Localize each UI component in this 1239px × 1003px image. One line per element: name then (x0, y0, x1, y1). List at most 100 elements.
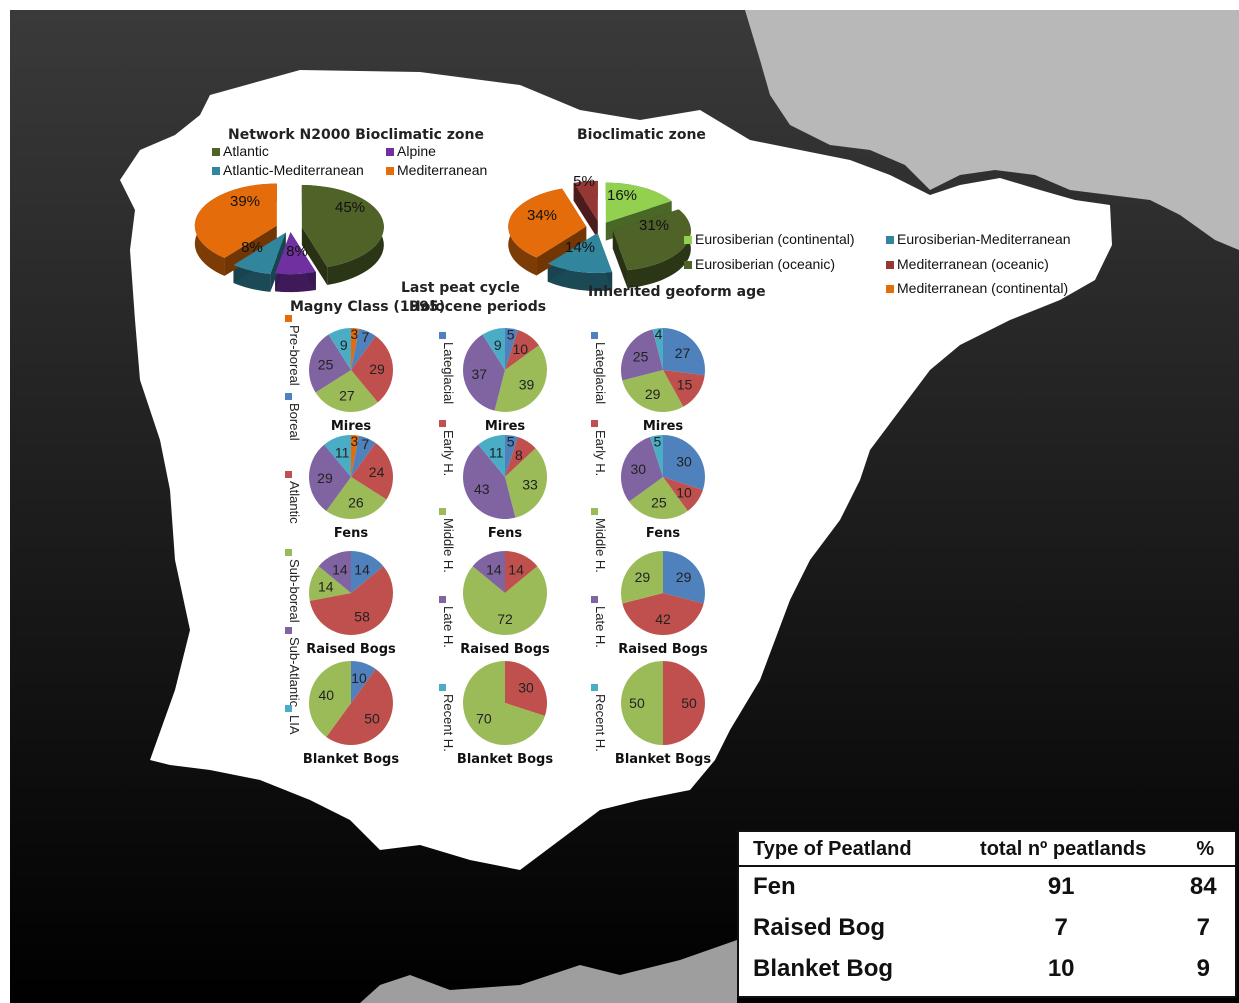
pie-value-holocene-0-4: 9 (494, 337, 502, 353)
pie-value-geoform-0-0: 27 (675, 345, 691, 361)
pie-slice-magny-0-4 (309, 334, 351, 393)
vlegend-label-magny-2: Atlantic (287, 481, 302, 524)
pie-caption-magny-3: Blanket Bogs (303, 752, 399, 767)
row-total-fen: 91 (1047, 873, 1075, 900)
pie-value-holocene-0-2: 39 (519, 377, 535, 393)
vlegend-swatch-holocene-1 (439, 420, 446, 427)
slice-bio-2 (547, 232, 613, 273)
pie-geoform-3: 50 50 Blanket Bogs (615, 661, 711, 767)
table-row: Fen 91 84 (739, 866, 1235, 908)
vlegend-swatch-holocene-0 (439, 332, 446, 339)
vlegend-label-geoform-4: Recent H. (593, 694, 608, 752)
pie-value-geoform-1-2: 25 (651, 495, 667, 511)
slice-wall2-bio-1 (612, 230, 628, 289)
legend-swatch-n2000-3 (386, 167, 394, 175)
row-percent-blanket-bog: 9 (1196, 955, 1210, 982)
legend-label-n2000-0: Atlantic (223, 143, 269, 159)
pie-slice-geoform-0-3 (620, 329, 663, 381)
pie-slice-geoform-2-1 (622, 593, 704, 635)
pie-value-holocene-3-1: 30 (518, 680, 534, 696)
legend-swatch-n2000-2 (212, 167, 220, 175)
pie-slice-magny-2-2 (309, 566, 394, 636)
pie-slice-geoform-1-2 (629, 477, 688, 519)
slice-n2000-0 (301, 185, 384, 267)
pie-slice-holocene-2-1 (505, 551, 538, 593)
pie-value-magny-1-3: 26 (348, 495, 364, 511)
row-type-fen: Fen (753, 873, 796, 900)
slice-n2000-1 (275, 232, 316, 275)
pie-caption-magny-0: Mires (331, 419, 372, 434)
pie-slice-holocene-2-2 (463, 566, 547, 636)
pie-slice-holocene-3-2 (463, 661, 545, 745)
pie-slice-geoform-1-0 (663, 435, 705, 490)
slice-n2000-3 (194, 183, 277, 258)
vlegend-label-holocene-4: Recent H. (441, 694, 456, 752)
pie-holocene-2: 14 72 14 Raised Bogs (460, 551, 550, 657)
pie-slice-holocene-0-3 (463, 334, 505, 411)
vlegend-swatch-geoform-1 (591, 420, 598, 427)
chart-title-holocene: Last peat cycle (401, 280, 520, 296)
vlegend-swatch-geoform-0 (591, 332, 598, 339)
slice-bio-1 (612, 209, 691, 271)
pie-caption-holocene-2: Raised Bogs (460, 642, 550, 657)
pie-slice-magny-1-2 (351, 443, 393, 500)
row-total-blanket-bog: 10 (1047, 955, 1075, 982)
pie-caption-holocene-3: Blanket Bogs (457, 752, 553, 767)
pie-slice-geoform-3-1 (663, 661, 705, 745)
vlegend-swatch-magny-1 (285, 393, 292, 400)
pie-value-holocene-0-3: 37 (471, 366, 487, 382)
pie-value-holocene-1-4: 11 (489, 444, 504, 460)
legend-label-bio-0: Eurosiberian (continental) (695, 231, 855, 247)
pie-slice-geoform-2-2 (621, 551, 663, 604)
pie-slice-holocene-0-4 (482, 328, 505, 370)
chart-title-n2000: Network N2000 Bioclimatic zone (228, 127, 484, 143)
slice-label-bio-3: 34% (527, 207, 557, 224)
pie-slice-magny-1-5 (324, 435, 351, 477)
pie-magny-3: 10 50 40 Blanket Bogs (303, 661, 399, 767)
pie-value-magny-2-3: 14 (318, 579, 334, 595)
slice-side-bio-1 (627, 209, 691, 289)
pie-caption-magny-1: Fens (334, 526, 368, 541)
legend-label-bio-1: Eurosiberian-Mediterranean (897, 231, 1071, 247)
pie-magny-0: 3 729 27 25 9 Mires (309, 326, 393, 434)
pie-slice-geoform-1-3 (621, 437, 663, 502)
pie-slice-holocene-1-2 (505, 448, 547, 518)
pie-value-magny-1-0: 3 (351, 433, 359, 449)
slice-label-bio-4: 5% (573, 173, 595, 190)
pie-value-geoform-1-3: 30 (630, 461, 646, 477)
pie-value-holocene-1-2: 33 (522, 476, 538, 492)
pie-value-holocene-2-3: 14 (486, 561, 502, 577)
legend-label-bio-4: Mediterranean (continental) (897, 280, 1068, 296)
pie-caption-geoform-2: Raised Bogs (618, 642, 708, 657)
legend-label-n2000-3: Mediterranean (397, 162, 487, 178)
col-header-percent: % (1171, 832, 1235, 867)
slice-wall2-n2000-0 (301, 227, 328, 285)
slice-wall-bio-4 (573, 182, 598, 239)
pie-slice-holocene-3-1 (505, 661, 547, 716)
vlegend-label-holocene-2: Middle H. (441, 518, 456, 573)
slice-label-n2000-0: 45% (335, 199, 365, 216)
pie-value-holocene-3-2: 70 (476, 710, 492, 726)
legend-swatch-bio-0 (684, 236, 692, 244)
pie-value-geoform-3-2: 50 (629, 695, 645, 711)
slice-n2000-2 (233, 232, 286, 274)
pie-value-holocene-1-0: 5 (507, 433, 515, 449)
chart-title-magny: Magny Class (1995) (290, 299, 445, 315)
vlegend-swatch-magny-2 (285, 471, 292, 478)
row-type-raised-bog: Raised Bog (753, 914, 886, 941)
vlegend-label-geoform-2: Middle H. (593, 518, 608, 573)
slice-label-n2000-1: 8% (241, 239, 263, 256)
pie-caption-holocene-1: Fens (488, 526, 522, 541)
slice-label-n2000-2: 8% (286, 243, 308, 260)
table-header-row: Type of Peatland total nº peatlands % (739, 832, 1235, 867)
pie-slice-geoform-0-4 (652, 328, 663, 370)
chart-subtitle-holocene: Holocene periods (409, 299, 546, 315)
vlegend-swatch-holocene-3 (439, 596, 446, 603)
slice-bio-4 (573, 180, 598, 221)
vlegend-label-magny-4: Sub-Atlantic (287, 637, 302, 708)
chart-title-geoform: Inherited geoform age (588, 284, 766, 300)
pie-value-magny-0-2: 29 (369, 361, 385, 377)
